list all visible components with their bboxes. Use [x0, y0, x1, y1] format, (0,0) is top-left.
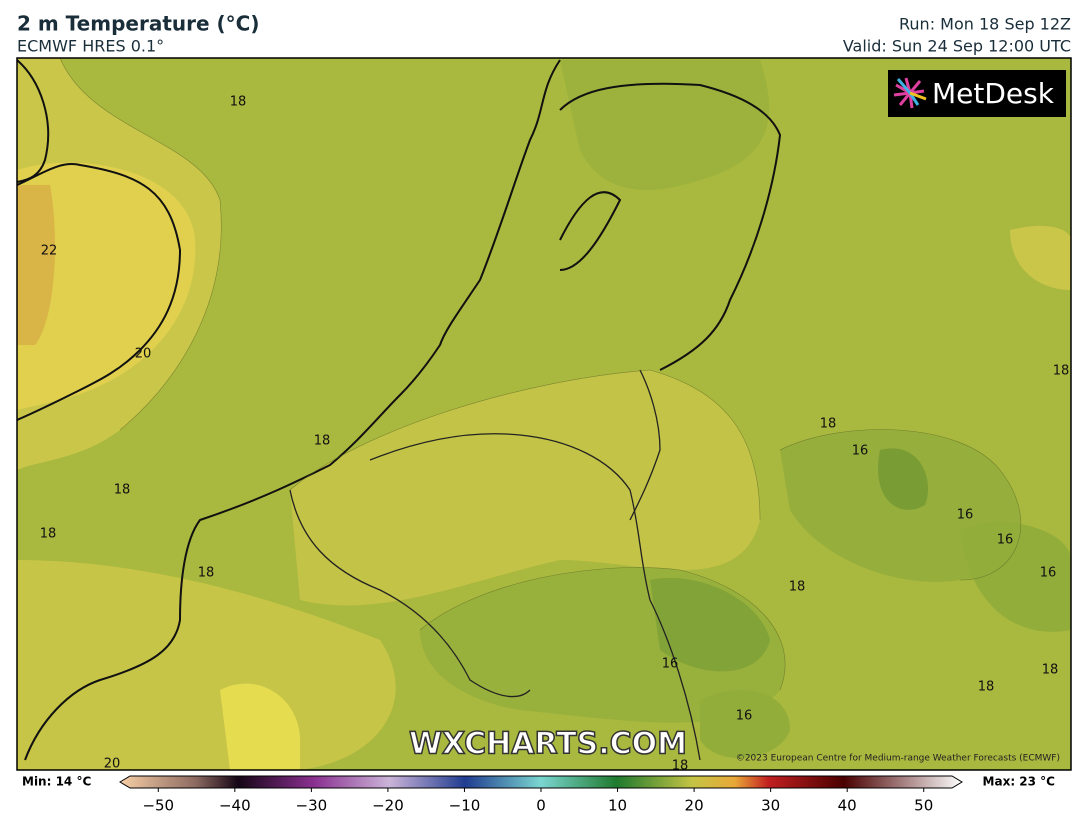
cool-area — [878, 448, 928, 510]
title: 2 m Temperature (°C) — [17, 12, 259, 36]
contour-label: 20 — [135, 347, 152, 362]
colorbar-tick-label: 0 — [536, 797, 546, 815]
colorbar-bar — [119, 775, 963, 789]
warm-area — [17, 560, 396, 770]
logo: MetDesk — [888, 70, 1066, 117]
copyright: ©2023 European Centre for Medium-range W… — [736, 754, 1060, 764]
run-time: Run: Mon 18 Sep 12Z — [899, 15, 1071, 34]
contour-label: 18 — [230, 95, 247, 110]
logo-text: MetDesk — [932, 77, 1055, 110]
contour-label: 18 — [820, 417, 837, 432]
map-frame — [16, 57, 1072, 771]
colorbar-tick-label: −30 — [296, 797, 328, 815]
cool-area — [560, 60, 770, 190]
logo-box — [888, 70, 1066, 117]
logo-icon — [893, 77, 927, 109]
cool-area — [700, 690, 790, 759]
contour-label: 16 — [957, 508, 974, 523]
max-label: Max: 23 °C — [983, 775, 1056, 789]
colorbar-tick-label: −10 — [449, 797, 481, 815]
contour-label: 18 — [314, 434, 331, 449]
contour-label: 22 — [41, 244, 58, 259]
coastline — [17, 59, 782, 761]
cool-area — [960, 521, 1071, 632]
warm-area — [1010, 225, 1071, 290]
contour-label: 16 — [736, 709, 753, 724]
contour-label: 18 — [198, 566, 215, 581]
warm-area — [220, 683, 300, 770]
contour-label: 18 — [1042, 663, 1059, 678]
colorbar-tick-label: −20 — [372, 797, 404, 815]
colorbar-tick-label: −50 — [142, 797, 174, 815]
contour-label: 16 — [852, 444, 869, 459]
warm-area — [17, 162, 196, 410]
contour-label: 16 — [1040, 566, 1057, 581]
contour-label: 18 — [789, 580, 806, 595]
contour-label: 18 — [114, 483, 131, 498]
warm-area — [290, 370, 760, 606]
colorbar-tick-label: 10 — [608, 797, 627, 815]
border — [289, 369, 701, 761]
contour-label: 16 — [662, 657, 679, 672]
watermark: WXCHARTS.COM — [409, 727, 687, 762]
contour-label: 18 — [978, 680, 995, 695]
contour-label: 18 — [672, 759, 689, 774]
colorbar-tick-label: −40 — [219, 797, 251, 815]
contour-label: 18 — [40, 527, 57, 542]
warm-area — [17, 185, 55, 345]
colorbar-tick-label: 20 — [685, 797, 704, 815]
contour-label: 20 — [104, 757, 121, 772]
valid-time: Valid: Sun 24 Sep 12:00 UTC — [843, 37, 1071, 56]
map: 18 22 20 18 18 18 18 18 16 18 16 16 16 18 16 16 18 18 20 18 — [17, 58, 1071, 774]
colorbar-tick-label: 30 — [761, 797, 780, 815]
contour-label: 18 — [1053, 364, 1070, 379]
cool-area — [650, 578, 770, 672]
min-label: Min: 14 °C — [22, 775, 91, 789]
colorbar: −50 −40 −30 −20 −10 0 10 20 30 40 50 — [119, 775, 963, 815]
subtitle: ECMWF HRES 0.1° — [17, 37, 164, 56]
colorbar-tick-label: 50 — [914, 797, 933, 815]
colorbar-tick-label: 40 — [838, 797, 857, 815]
contour-labels: 18 22 20 18 18 18 18 18 16 18 16 16 16 18 16 16 18 18 20 18 — [40, 95, 1070, 774]
contour-label: 16 — [997, 533, 1014, 548]
